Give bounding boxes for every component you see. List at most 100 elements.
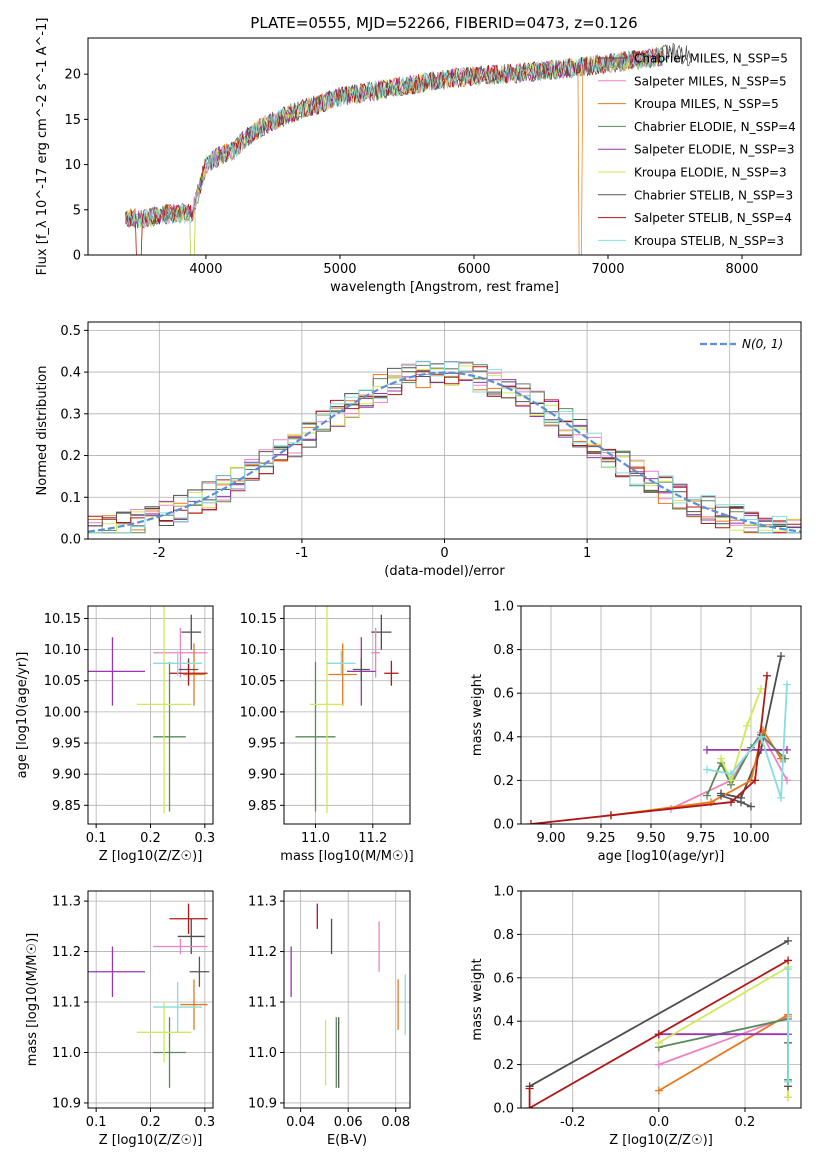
histogram-step-7: [88, 366, 801, 534]
y-tick-label: 0.4: [493, 1015, 514, 1030]
y-tick-label: 10.10: [240, 643, 277, 658]
y-tick-label: 11.3: [248, 895, 277, 910]
x-tick-label: 0.1: [86, 1115, 107, 1130]
x-tick-label: -0.2: [560, 1115, 585, 1130]
y-tick-label: 1.0: [493, 600, 514, 615]
y-axis-label: Flux [f_λ 10^-17 erg cm^-2 s^-1 A^-1]: [35, 18, 50, 276]
y-tick-label: 9.95: [248, 737, 277, 752]
y-axis-label: age [log10(age/yr)]: [15, 652, 30, 779]
y-tick-label: 0.4: [493, 730, 514, 745]
ebv-mass-axes: [280, 890, 411, 1112]
y-tick-label: 0.5: [60, 324, 81, 339]
y-tick-label: 20: [64, 68, 81, 83]
x-tick-label: 11.2: [358, 831, 387, 846]
y-tick-label: 10.15: [240, 612, 277, 627]
spectrum-axes: [84, 37, 802, 259]
x-tick-label: 6000: [457, 262, 490, 277]
y-tick-label: 11.1: [52, 996, 81, 1011]
weight-marker: [727, 798, 735, 807]
y-tick-label: 11.2: [248, 945, 277, 960]
x-tick-label: -1: [295, 546, 308, 561]
y-tick-label: 0.6: [493, 971, 514, 986]
weight-marker: [737, 798, 745, 807]
legend-entry: Salpeter MILES, N_SSP=5: [634, 74, 787, 88]
x-tick-label: 8000: [725, 262, 758, 277]
weight-marker: [654, 1038, 663, 1047]
y-axis-label: Normed distribution: [35, 366, 50, 496]
legend-entry: Kroupa ELODIE, N_SSP=3: [634, 166, 787, 180]
weight-marker: [784, 956, 793, 965]
weight-marker: [727, 769, 735, 778]
y-tick-label: 0.0: [493, 818, 514, 833]
plot-area: [88, 606, 208, 814]
z-age-axes: [84, 605, 214, 828]
y-tick-label: 0.1: [60, 491, 81, 506]
y-tick-label: 11.0: [52, 1046, 81, 1061]
weight-marker: [784, 1077, 793, 1086]
plot-area: [525, 936, 793, 1108]
plot-area: [88, 903, 210, 1088]
plot-area: [88, 360, 801, 534]
y-tick-label: 0.8: [493, 928, 514, 943]
y-tick-label: 0.2: [493, 774, 514, 789]
weight-marker: [784, 965, 793, 974]
weight-marker: [703, 745, 711, 754]
axes-frame: [283, 605, 411, 825]
mass-age-axes: [280, 605, 411, 828]
y-tick-label: 11.3: [52, 895, 81, 910]
weight-marker: [743, 721, 751, 730]
x-tick-label: 7000: [591, 262, 624, 277]
spectrum-line-8: [125, 47, 664, 228]
y-tick-label: 9.95: [52, 737, 81, 752]
age-weight-axes: [517, 605, 802, 828]
x-tick-label: 0.3: [195, 1115, 216, 1130]
legend-entry: Chabrier ELODIE, N_SSP=4: [634, 120, 796, 134]
x-tick-label: 1: [583, 546, 591, 561]
y-tick-label: 10.10: [44, 643, 81, 658]
legend-entry: Salpeter ELODIE, N_SSP=3: [634, 143, 795, 157]
x-tick-label: 0.08: [381, 1115, 410, 1130]
x-tick-label: 0.0: [649, 1115, 670, 1130]
legend-entry: Chabrier STELIB, N_SSP=3: [634, 188, 793, 202]
weight-marker: [747, 802, 755, 811]
axes-frame: [87, 37, 802, 256]
x-axis-label: Z [log10(Z/Z☉)]: [99, 1133, 203, 1148]
y-tick-label: 10.05: [44, 674, 81, 689]
y-tick-label: 0.2: [60, 449, 81, 464]
weight-marker: [607, 811, 615, 820]
x-tick-label: 0.2: [140, 1115, 161, 1130]
weight-line-5: [720, 688, 762, 783]
y-tick-label: 11.1: [248, 996, 277, 1011]
x-tick-label: 9.00: [537, 831, 566, 846]
x-axis-label: (data-model)/error: [384, 564, 505, 579]
plot-area: [295, 606, 399, 814]
weight-marker: [751, 776, 759, 785]
weight-marker: [525, 1084, 534, 1093]
weight-marker: [757, 732, 765, 741]
x-tick-label: 0.2: [140, 831, 161, 846]
x-tick-label: 0.3: [195, 831, 216, 846]
weight-line-0: [529, 940, 789, 1088]
legend-entry: Salpeter STELIB, N_SSP=4: [634, 211, 792, 225]
legend-entry: Kroupa STELIB, N_SSP=3: [634, 234, 784, 248]
plot-area: [290, 903, 406, 1088]
x-tick-label: 11.0: [301, 831, 330, 846]
x-axis-label: age [log10(age/yr)]: [598, 849, 725, 864]
weight-marker: [777, 652, 785, 661]
y-tick-label: 10.00: [44, 705, 81, 720]
y-tick-label: 1.0: [493, 885, 514, 900]
weight-marker: [784, 1093, 793, 1102]
y-tick-label: 0.0: [493, 1102, 514, 1117]
weight-line-7: [528, 959, 789, 1108]
y-tick-label: 11.2: [52, 945, 81, 960]
x-tick-label: 9.75: [687, 831, 716, 846]
y-tick-label: 10.9: [248, 1096, 277, 1111]
x-tick-label: 2: [726, 546, 734, 561]
x-axis-label: E(B-V): [327, 1133, 367, 1148]
y-tick-label: 10.9: [52, 1096, 81, 1111]
y-tick-label: 0.6: [493, 687, 514, 702]
y-tick-label: 10: [64, 158, 81, 173]
weight-marker: [654, 1086, 663, 1095]
x-tick-label: 4000: [189, 262, 222, 277]
figure-title: PLATE=0555, MJD=52266, FIBERID=0473, z=0…: [250, 14, 637, 32]
